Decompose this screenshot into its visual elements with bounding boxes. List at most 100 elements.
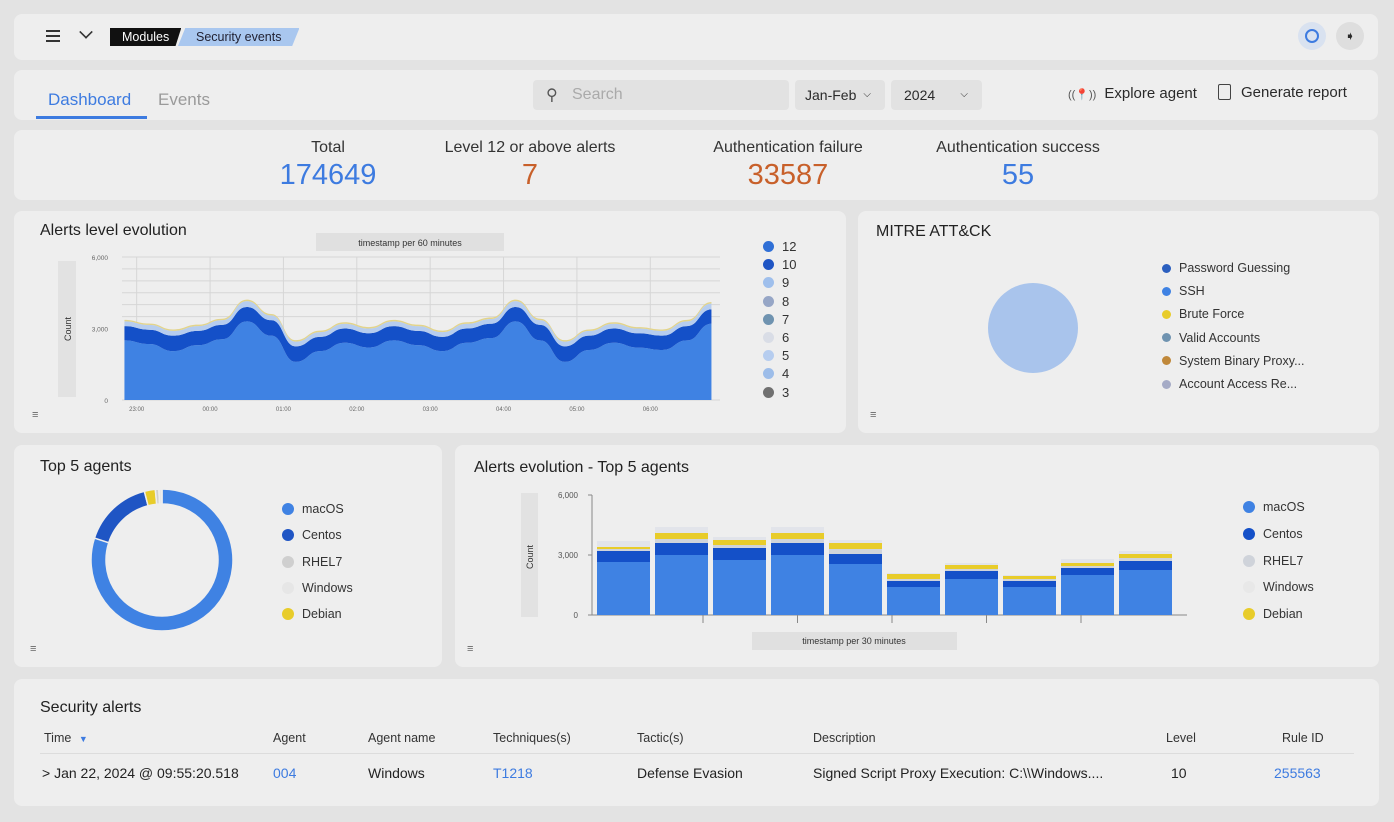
column-label: Time — [44, 731, 72, 745]
bar-Debian — [887, 574, 940, 579]
legend-item[interactable]: Windows — [1243, 580, 1314, 594]
hamburger-icon[interactable] — [46, 30, 60, 42]
list-icon[interactable]: ≡ — [32, 409, 39, 421]
legend-item[interactable]: 6 — [763, 330, 789, 345]
top-agents-donut — [90, 488, 234, 632]
generate-report-label: Generate report — [1241, 84, 1347, 101]
column-level[interactable]: Level — [1166, 731, 1196, 745]
legend-label: Valid Accounts — [1179, 330, 1261, 345]
legend-swatch — [1243, 554, 1255, 567]
list-icon[interactable]: ≡ — [870, 409, 877, 421]
legend-item[interactable]: Debian — [1243, 607, 1303, 621]
legend-item[interactable]: 8 — [763, 294, 789, 309]
column-agent[interactable]: Agent — [273, 731, 306, 745]
y-axis-title-box — [521, 493, 538, 617]
bar-Centos — [655, 543, 708, 555]
legend-item[interactable]: 5 — [763, 348, 789, 363]
explore-agent-button[interactable]: ((📍)) Explore agent — [1068, 85, 1197, 102]
circle-icon — [1305, 29, 1319, 43]
legend-item[interactable]: Centos — [282, 528, 342, 542]
bar-RHEL7 — [829, 549, 882, 554]
chevron-down-icon: ⌵ — [960, 89, 968, 100]
legend-item[interactable]: 10 — [763, 257, 796, 272]
donut-slice-Centos — [93, 490, 149, 544]
cell-technique[interactable]: T1218 — [493, 765, 533, 781]
column-tactics[interactable]: Tactic(s) — [637, 731, 684, 745]
column-rule-id[interactable]: Rule ID — [1282, 731, 1324, 745]
search-placeholder: Search — [572, 86, 623, 103]
bar-Windows — [829, 540, 882, 543]
legend-item[interactable]: Debian — [282, 607, 342, 621]
column-time[interactable]: Time ▼ — [44, 731, 88, 745]
x-tick-label: 02:00 — [349, 407, 365, 413]
legend-item[interactable]: Valid Accounts — [1162, 331, 1260, 345]
y-tick-label: 0 — [104, 398, 108, 405]
legend-swatch — [763, 386, 774, 398]
generate-report-button[interactable]: Generate report — [1218, 84, 1347, 101]
breadcrumb-modules[interactable]: Modules — [110, 28, 182, 46]
year-value: 2024 — [904, 87, 936, 103]
bar-Debian — [1061, 563, 1114, 566]
cell-rule-id[interactable]: 255563 — [1274, 765, 1321, 781]
y-axis-title: Count — [63, 317, 73, 342]
search-input[interactable]: ⚲ Search — [533, 80, 789, 110]
year-select[interactable]: 2024 ⌵ — [891, 80, 982, 110]
x-axis-title: timestamp per 60 minutes — [358, 238, 462, 248]
stat-auth-success: Authentication success 55 — [908, 139, 1128, 192]
legend-item[interactable]: Brute Force — [1162, 307, 1244, 321]
bar-macOS — [1061, 575, 1114, 615]
alerts-evolution-panel: Alerts evolution - Top 5 agents Count 6,0… — [455, 445, 1379, 667]
tab-dashboard[interactable]: Dashboard — [48, 90, 132, 109]
legend-swatch — [1243, 608, 1255, 621]
legend-item[interactable]: 4 — [763, 366, 789, 381]
legend-item[interactable]: 7 — [763, 312, 789, 327]
column-description[interactable]: Description — [813, 731, 876, 745]
legend-item[interactable]: RHEL7 — [1243, 554, 1303, 568]
legend-swatch — [763, 313, 774, 325]
period-select[interactable]: Jan-Feb ⌵ — [795, 80, 885, 110]
legend-label: Account Access Re... — [1179, 377, 1298, 391]
chevron-down-icon[interactable] — [79, 25, 93, 39]
legend-item[interactable]: macOS — [1243, 500, 1305, 514]
bar-Windows — [945, 563, 998, 565]
search-icon: ⚲ — [546, 87, 558, 104]
legend-item[interactable]: Password Guessing — [1162, 261, 1290, 275]
list-icon[interactable]: ≡ — [467, 643, 474, 655]
legend-item[interactable]: RHEL7 — [282, 555, 342, 569]
bar-Centos — [945, 571, 998, 579]
mitre-panel: MITRE ATT&CK Password Guessing SSH Brute F… — [858, 211, 1379, 433]
column-techniques[interactable]: Techniques(s) — [493, 731, 571, 745]
cell-agent[interactable]: 004 — [273, 765, 297, 781]
stat-label: Total — [311, 139, 345, 156]
y-tick-label: 6,000 — [558, 491, 579, 500]
logout-button[interactable]: ➧ — [1336, 22, 1364, 50]
logout-icon: ➧ — [1344, 29, 1356, 43]
tab-events[interactable]: Events — [158, 90, 210, 109]
panel-title: Alerts evolution - Top 5 agents — [474, 459, 689, 476]
legend-item[interactable]: 9 — [763, 275, 789, 290]
status-button[interactable] — [1298, 22, 1326, 50]
bar-Centos — [887, 581, 940, 587]
bar-RHEL7 — [713, 545, 766, 548]
legend-label: Windows — [1263, 580, 1314, 595]
legend-label: 12 — [782, 239, 797, 254]
legend-item[interactable]: System Binary Proxy... — [1162, 354, 1305, 368]
cell-agent-name: Windows — [368, 765, 425, 781]
bar-RHEL7 — [655, 539, 708, 543]
legend-item[interactable]: macOS — [282, 502, 344, 516]
legend-item[interactable]: 3 — [763, 385, 789, 400]
legend-item[interactable]: Centos — [1243, 527, 1303, 541]
legend-item[interactable]: SSH — [1162, 284, 1205, 298]
legend-item[interactable]: Windows — [282, 581, 353, 595]
cell-time[interactable]: > Jan 22, 2024 @ 09:55:20.518 — [42, 765, 239, 781]
x-axis-title: timestamp per 30 minutes — [802, 636, 906, 646]
legend-swatch — [282, 608, 294, 621]
column-agent-name[interactable]: Agent name — [368, 731, 436, 745]
legend-item[interactable]: Account Access Re... — [1162, 377, 1297, 391]
bar-macOS — [771, 555, 824, 615]
legend-item[interactable]: 12 — [763, 239, 796, 254]
list-icon[interactable]: ≡ — [30, 643, 37, 655]
y-axis-title: Count — [525, 545, 535, 570]
bar-Debian — [945, 565, 998, 569]
bar-Debian — [1003, 576, 1056, 579]
